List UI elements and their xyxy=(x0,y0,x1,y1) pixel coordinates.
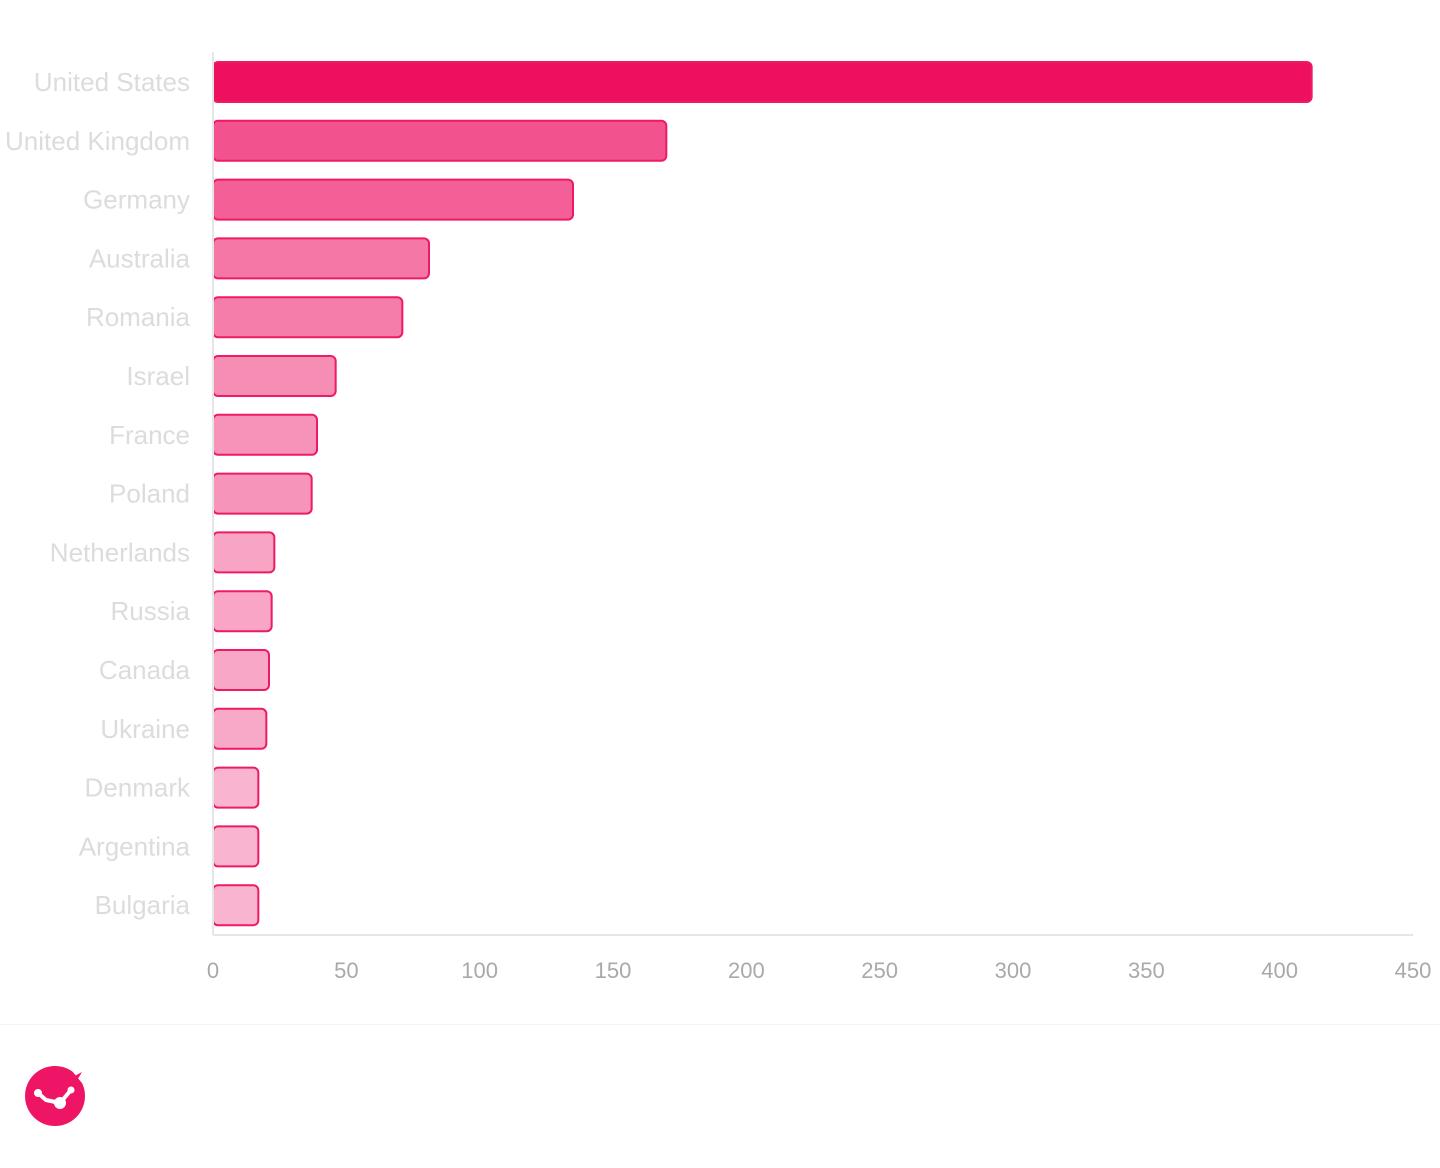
x-tick-label-450: 450 xyxy=(1395,958,1432,983)
chart-logo-icon xyxy=(25,1066,86,1126)
bar-poland xyxy=(212,472,313,515)
bar-russia xyxy=(212,590,273,633)
bar-bulgaria xyxy=(212,884,260,927)
category-label-australia: Australia xyxy=(89,243,191,273)
bars-group xyxy=(212,61,1313,927)
category-label-denmark: Denmark xyxy=(85,773,191,803)
bar-canada xyxy=(212,649,270,691)
bar-argentina xyxy=(212,825,260,868)
category-label-russia: Russia xyxy=(111,596,191,626)
category-label-argentina: Argentina xyxy=(79,831,191,861)
category-label-canada: Canada xyxy=(99,655,191,685)
bar-netherlands xyxy=(212,531,276,574)
bar-united-kingdom xyxy=(212,119,668,162)
category-label-france: France xyxy=(109,420,190,450)
bar-israel xyxy=(212,355,337,397)
bar-romania xyxy=(212,296,404,339)
x-tick-label-0: 0 xyxy=(207,958,219,983)
x-tick-label-100: 100 xyxy=(461,958,498,983)
x-tick-label-400: 400 xyxy=(1261,958,1298,983)
footer-divider xyxy=(0,1024,1440,1025)
bar-chart: United States United Kingdom Germany Austra… xyxy=(5,52,1431,983)
bar-united-states xyxy=(212,61,1313,103)
category-label-poland: Poland xyxy=(109,479,190,509)
axes-group xyxy=(212,52,1413,936)
category-label-bulgaria: Bulgaria xyxy=(95,890,191,920)
tick-labels: 0 50 100 150 200 250 300 350 400 450 xyxy=(207,958,1431,983)
category-label-united-states: United States xyxy=(34,67,190,97)
category-labels: United States United Kingdom Germany Austra… xyxy=(5,67,191,920)
bar-germany xyxy=(212,178,574,221)
category-label-netherlands: Netherlands xyxy=(50,537,190,567)
x-tick-label-150: 150 xyxy=(595,958,632,983)
bar-denmark xyxy=(212,766,260,809)
category-label-united-kingdom: United Kingdom xyxy=(5,126,190,156)
category-label-israel: Israel xyxy=(126,361,190,391)
x-tick-label-350: 350 xyxy=(1128,958,1165,983)
x-tick-label-200: 200 xyxy=(728,958,765,983)
category-label-germany: Germany xyxy=(83,185,190,215)
bar-france xyxy=(212,413,318,456)
category-label-ukraine: Ukraine xyxy=(100,714,190,744)
x-tick-label-50: 50 xyxy=(334,958,358,983)
bar-ukraine xyxy=(212,707,268,750)
category-label-romania: Romania xyxy=(86,302,191,332)
x-tick-label-250: 250 xyxy=(861,958,898,983)
x-tick-label-300: 300 xyxy=(995,958,1032,983)
bar-australia xyxy=(212,237,430,280)
